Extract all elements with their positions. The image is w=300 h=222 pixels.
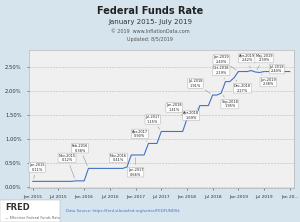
Text: Federal Funds Rate: Federal Funds Rate [97, 6, 203, 16]
Text: © 2019  www.InflationData.com: © 2019 www.InflationData.com [111, 29, 189, 34]
Text: Jul-2019
2.40%: Jul-2019 2.40% [264, 65, 284, 73]
Text: Data Source: https://fred.stlouisfed.org/series/FEDFUNDS$: Data Source: https://fred.stlouisfed.org… [66, 209, 180, 213]
Text: — Effective Federal Funds Rate: — Effective Federal Funds Rate [5, 216, 60, 220]
Text: FRED: FRED [5, 203, 29, 212]
Text: Apr-2019
2.42%: Apr-2019 2.42% [239, 54, 255, 68]
Text: January 2015- July 2019: January 2015- July 2019 [108, 19, 192, 25]
Text: Jun-2019
2.38%: Jun-2019 2.38% [260, 75, 276, 86]
Text: Jul-2018
1.91%: Jul-2018 1.91% [188, 79, 210, 93]
Text: Dec-2018
2.27%: Dec-2018 2.27% [234, 80, 251, 93]
Text: Nov-2015
0.12%: Nov-2015 0.12% [58, 154, 76, 178]
Text: Apr-2017
0.90%: Apr-2017 0.90% [132, 130, 148, 141]
Text: Jan-2017
0.66%: Jan-2017 0.66% [128, 158, 143, 176]
Text: Apr-2018
1.69%: Apr-2018 1.69% [183, 108, 199, 120]
Text: Nov-2016
0.41%: Nov-2016 0.41% [110, 154, 127, 165]
Text: Jan-2018
1.41%: Jan-2018 1.41% [166, 103, 185, 117]
Text: Sep-2018
1.95%: Sep-2018 1.95% [221, 95, 238, 108]
Text: Feb-2016
0.38%: Feb-2016 0.38% [72, 144, 88, 166]
Text: May-2019
2.39%: May-2019 2.39% [255, 54, 273, 70]
Text: Jan-2019
2.40%: Jan-2019 2.40% [213, 55, 236, 70]
Text: Jul-2017
1.15%: Jul-2017 1.15% [146, 115, 160, 129]
Text: Oct-2018
2.19%: Oct-2018 2.19% [213, 66, 230, 79]
Text: Updated: 8/5/2019: Updated: 8/5/2019 [127, 37, 173, 42]
Text: Jan-2015
0.11%: Jan-2015 0.11% [29, 163, 45, 179]
